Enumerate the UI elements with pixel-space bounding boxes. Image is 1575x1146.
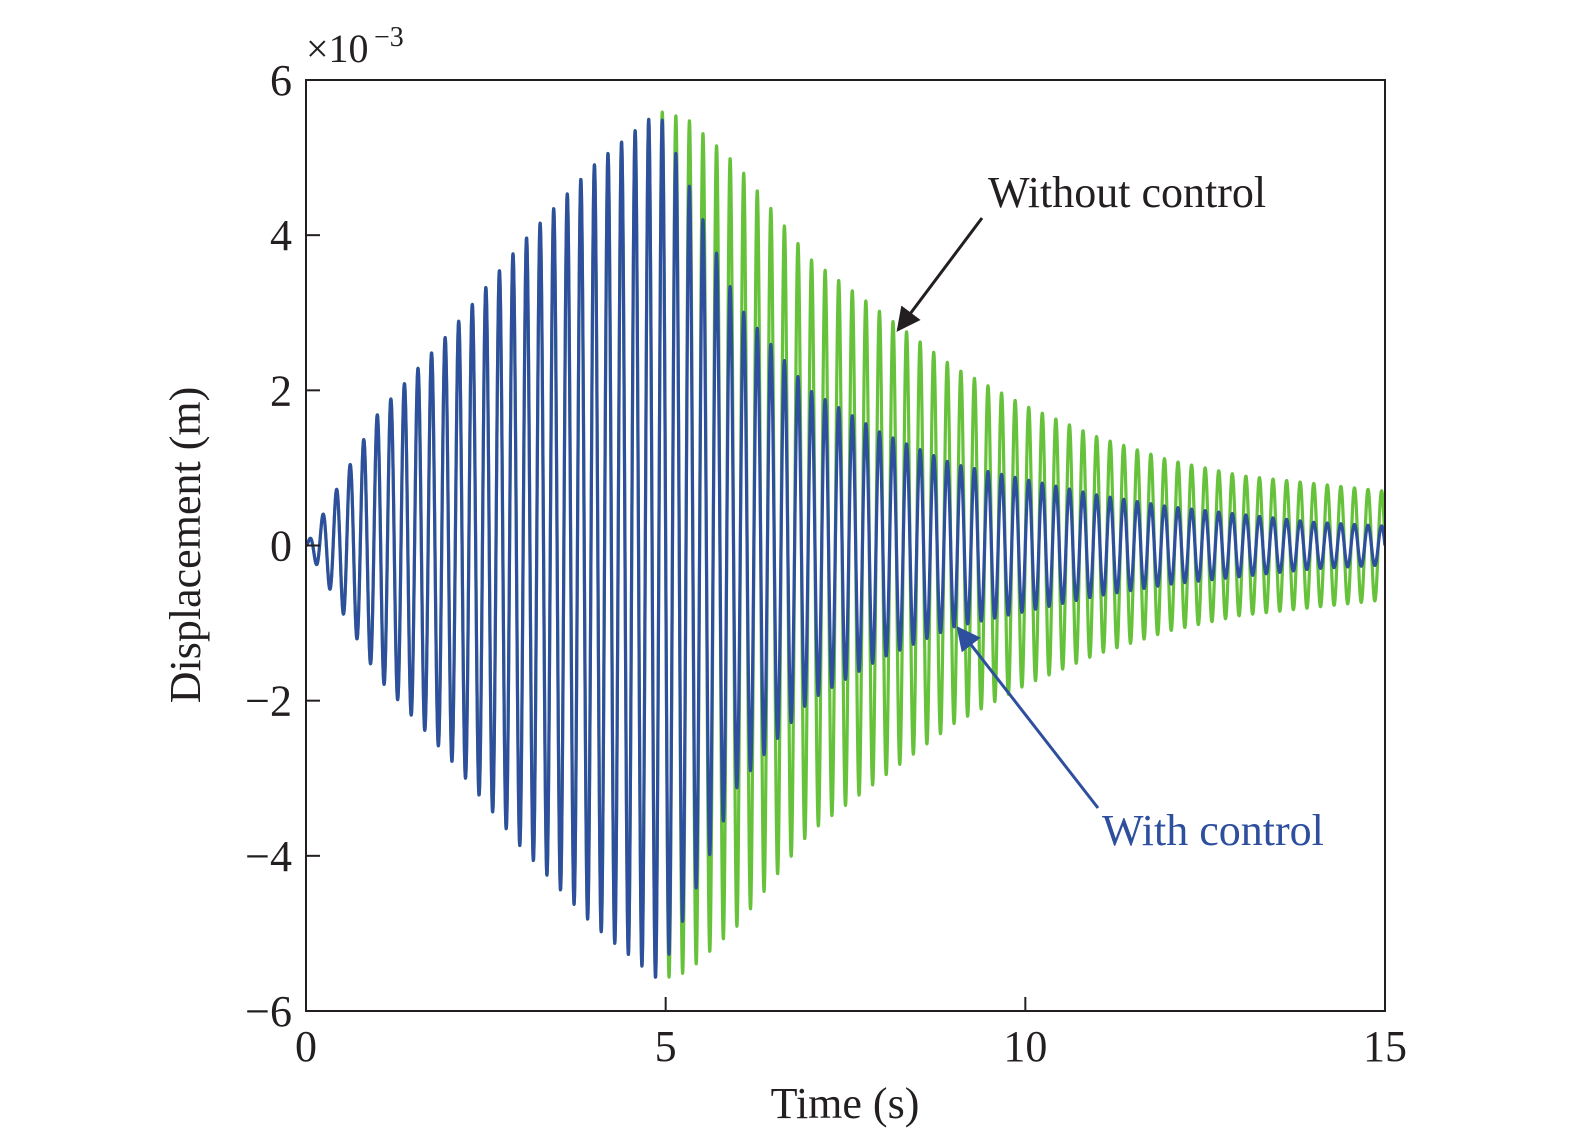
y-tick-label: 4 (270, 211, 292, 260)
series-layer (306, 110, 1385, 979)
y-tick-label: −6 (245, 987, 292, 1036)
x-tick-label: 0 (295, 1022, 317, 1071)
series-line-with (306, 117, 1385, 979)
annotation-with-arrow (956, 626, 1100, 809)
y-tick-label: 0 (270, 522, 292, 571)
ticks-layer: 0 5 10 15 −6 −4 −2 0 2 4 6 (245, 56, 1407, 1071)
y-tick-label: 2 (270, 366, 292, 415)
annotation-without-arrow (896, 217, 984, 332)
y-axis-label: Displacement (m) (161, 387, 210, 703)
y-tick-label: −4 (245, 832, 292, 881)
y-exponent-power: −3 (374, 22, 404, 53)
annotation-without-control: Without control (988, 168, 1266, 217)
y-exponent-base: ×10 (306, 26, 369, 71)
x-axis-label: Time (s) (771, 1079, 920, 1128)
y-tick-label: 6 (270, 56, 292, 105)
x-tick-label: 5 (655, 1022, 677, 1071)
x-tick-label: 10 (1003, 1022, 1047, 1071)
x-tick-label: 15 (1363, 1022, 1407, 1071)
y-tick-label: −2 (245, 677, 292, 726)
annotation-with-control: With control (1102, 806, 1324, 855)
